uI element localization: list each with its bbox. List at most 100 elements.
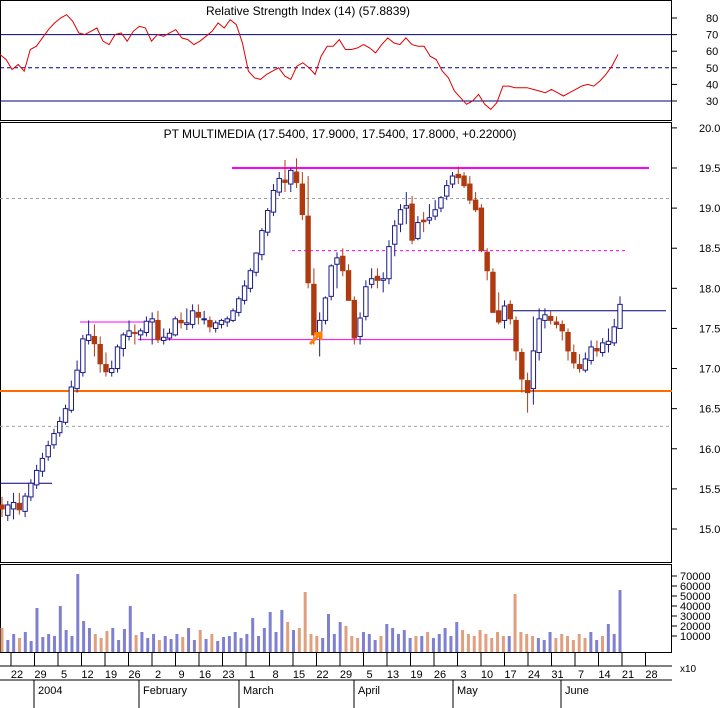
- day-label: 2: [155, 669, 161, 681]
- candle-body: [611, 326, 617, 344]
- volume-bar: [87, 628, 91, 652]
- volume-bar: [35, 608, 39, 652]
- candle-body: [103, 364, 109, 373]
- candle-body: [293, 171, 300, 183]
- day-label: 24: [528, 669, 540, 681]
- volume-multiplier: x10: [680, 664, 697, 675]
- volume-bar: [134, 635, 138, 652]
- candle-body: [605, 340, 612, 345]
- volume-bar: [257, 636, 261, 652]
- volume-bar: [163, 636, 167, 652]
- candle-body: [270, 189, 277, 213]
- candle-body: [582, 358, 589, 371]
- volume-bar: [64, 630, 68, 652]
- candle-body: [161, 336, 167, 341]
- volume-bar: [361, 632, 365, 652]
- volume-bar: [233, 632, 237, 652]
- rsi-tick-label: 60: [706, 46, 718, 58]
- candle-body: [449, 175, 456, 185]
- volume-tick-label: 40000: [680, 601, 711, 613]
- candle-body: [10, 502, 17, 510]
- rsi-title: Relative Strength Index (14) (57.8839): [206, 4, 410, 18]
- month-label: April: [358, 685, 380, 697]
- volume-bar: [315, 636, 319, 652]
- volume-bar: [455, 622, 459, 652]
- rsi-panel: Relative Strength Index (14) (57.8839) 8…: [0, 0, 718, 121]
- volume-bar: [245, 634, 249, 652]
- volume-bar: [111, 628, 115, 652]
- volume-bar: [274, 632, 278, 652]
- volume-bar: [146, 638, 150, 652]
- volume-tick-label: 60000: [680, 581, 711, 593]
- volume-bar: [466, 634, 470, 652]
- volume-bar: [513, 594, 517, 652]
- volume-bar: [618, 590, 622, 652]
- volume-bar: [140, 632, 144, 652]
- volume-bar: [128, 606, 132, 652]
- volume-bar: [41, 637, 45, 652]
- candle-body: [461, 175, 467, 187]
- day-label: 19: [410, 669, 422, 681]
- price-tick-label: 17.5: [699, 323, 720, 335]
- candle-body: [143, 320, 150, 333]
- candle-body: [305, 215, 311, 284]
- candle-body: [490, 271, 496, 313]
- volume-bar: [82, 621, 86, 652]
- volume-bar: [47, 634, 51, 652]
- candle-body: [322, 297, 329, 321]
- volume-bar: [606, 624, 610, 652]
- volume-bar: [408, 638, 412, 652]
- month-label: May: [457, 685, 478, 697]
- day-label: 5: [366, 669, 372, 681]
- volume-tick-label: 30000: [680, 611, 711, 623]
- volume-bar: [560, 634, 564, 652]
- day-label: 10: [481, 669, 493, 681]
- volume-bar: [268, 612, 272, 652]
- candle-body: [264, 210, 271, 233]
- candle-body: [340, 255, 346, 272]
- candle-body: [149, 318, 155, 323]
- rsi-tick-label: 40: [706, 79, 718, 91]
- candle-body: [22, 495, 28, 512]
- candle-body: [588, 346, 594, 362]
- candle-body: [496, 310, 502, 323]
- candle-body: [137, 330, 144, 336]
- volume-bar: [496, 632, 500, 652]
- candle-body: [126, 330, 132, 337]
- candle-body: [213, 322, 219, 329]
- candle-body: [109, 368, 115, 374]
- day-label: 16: [199, 669, 211, 681]
- candle-body: [519, 352, 525, 380]
- volume-bar: [426, 632, 430, 652]
- volume-bar: [251, 618, 255, 652]
- candle-body: [97, 343, 103, 365]
- candle-body: [178, 319, 184, 324]
- candle-body: [276, 177, 282, 193]
- volume-bar: [169, 639, 173, 652]
- volume-bar: [478, 630, 482, 652]
- price-tick-label: 16.0: [699, 444, 720, 456]
- volume-bar: [595, 640, 599, 652]
- candle-body: [218, 319, 225, 325]
- volume-bar: [490, 638, 494, 652]
- day-label: 3: [460, 669, 466, 681]
- volume-bar: [484, 634, 488, 652]
- month-label: June: [565, 685, 589, 697]
- candle-body: [39, 457, 46, 472]
- candle-body: [392, 225, 398, 245]
- price-panel: PT MULTIMEDIA (17.5400, 17.9000, 17.5400…: [0, 122, 720, 563]
- volume-bar: [525, 634, 529, 652]
- volume-bar: [227, 636, 231, 652]
- candle-body: [507, 303, 513, 320]
- candle-body: [553, 321, 560, 325]
- arrow-annotation: [308, 331, 323, 346]
- volume-bar: [76, 574, 80, 652]
- volume-bar: [566, 636, 570, 652]
- candle-body: [74, 369, 80, 390]
- volume-bar: [531, 636, 535, 652]
- candle-body: [559, 323, 565, 332]
- volume-bar: [58, 606, 62, 652]
- candle-body: [189, 310, 196, 325]
- day-label: 8: [272, 669, 278, 681]
